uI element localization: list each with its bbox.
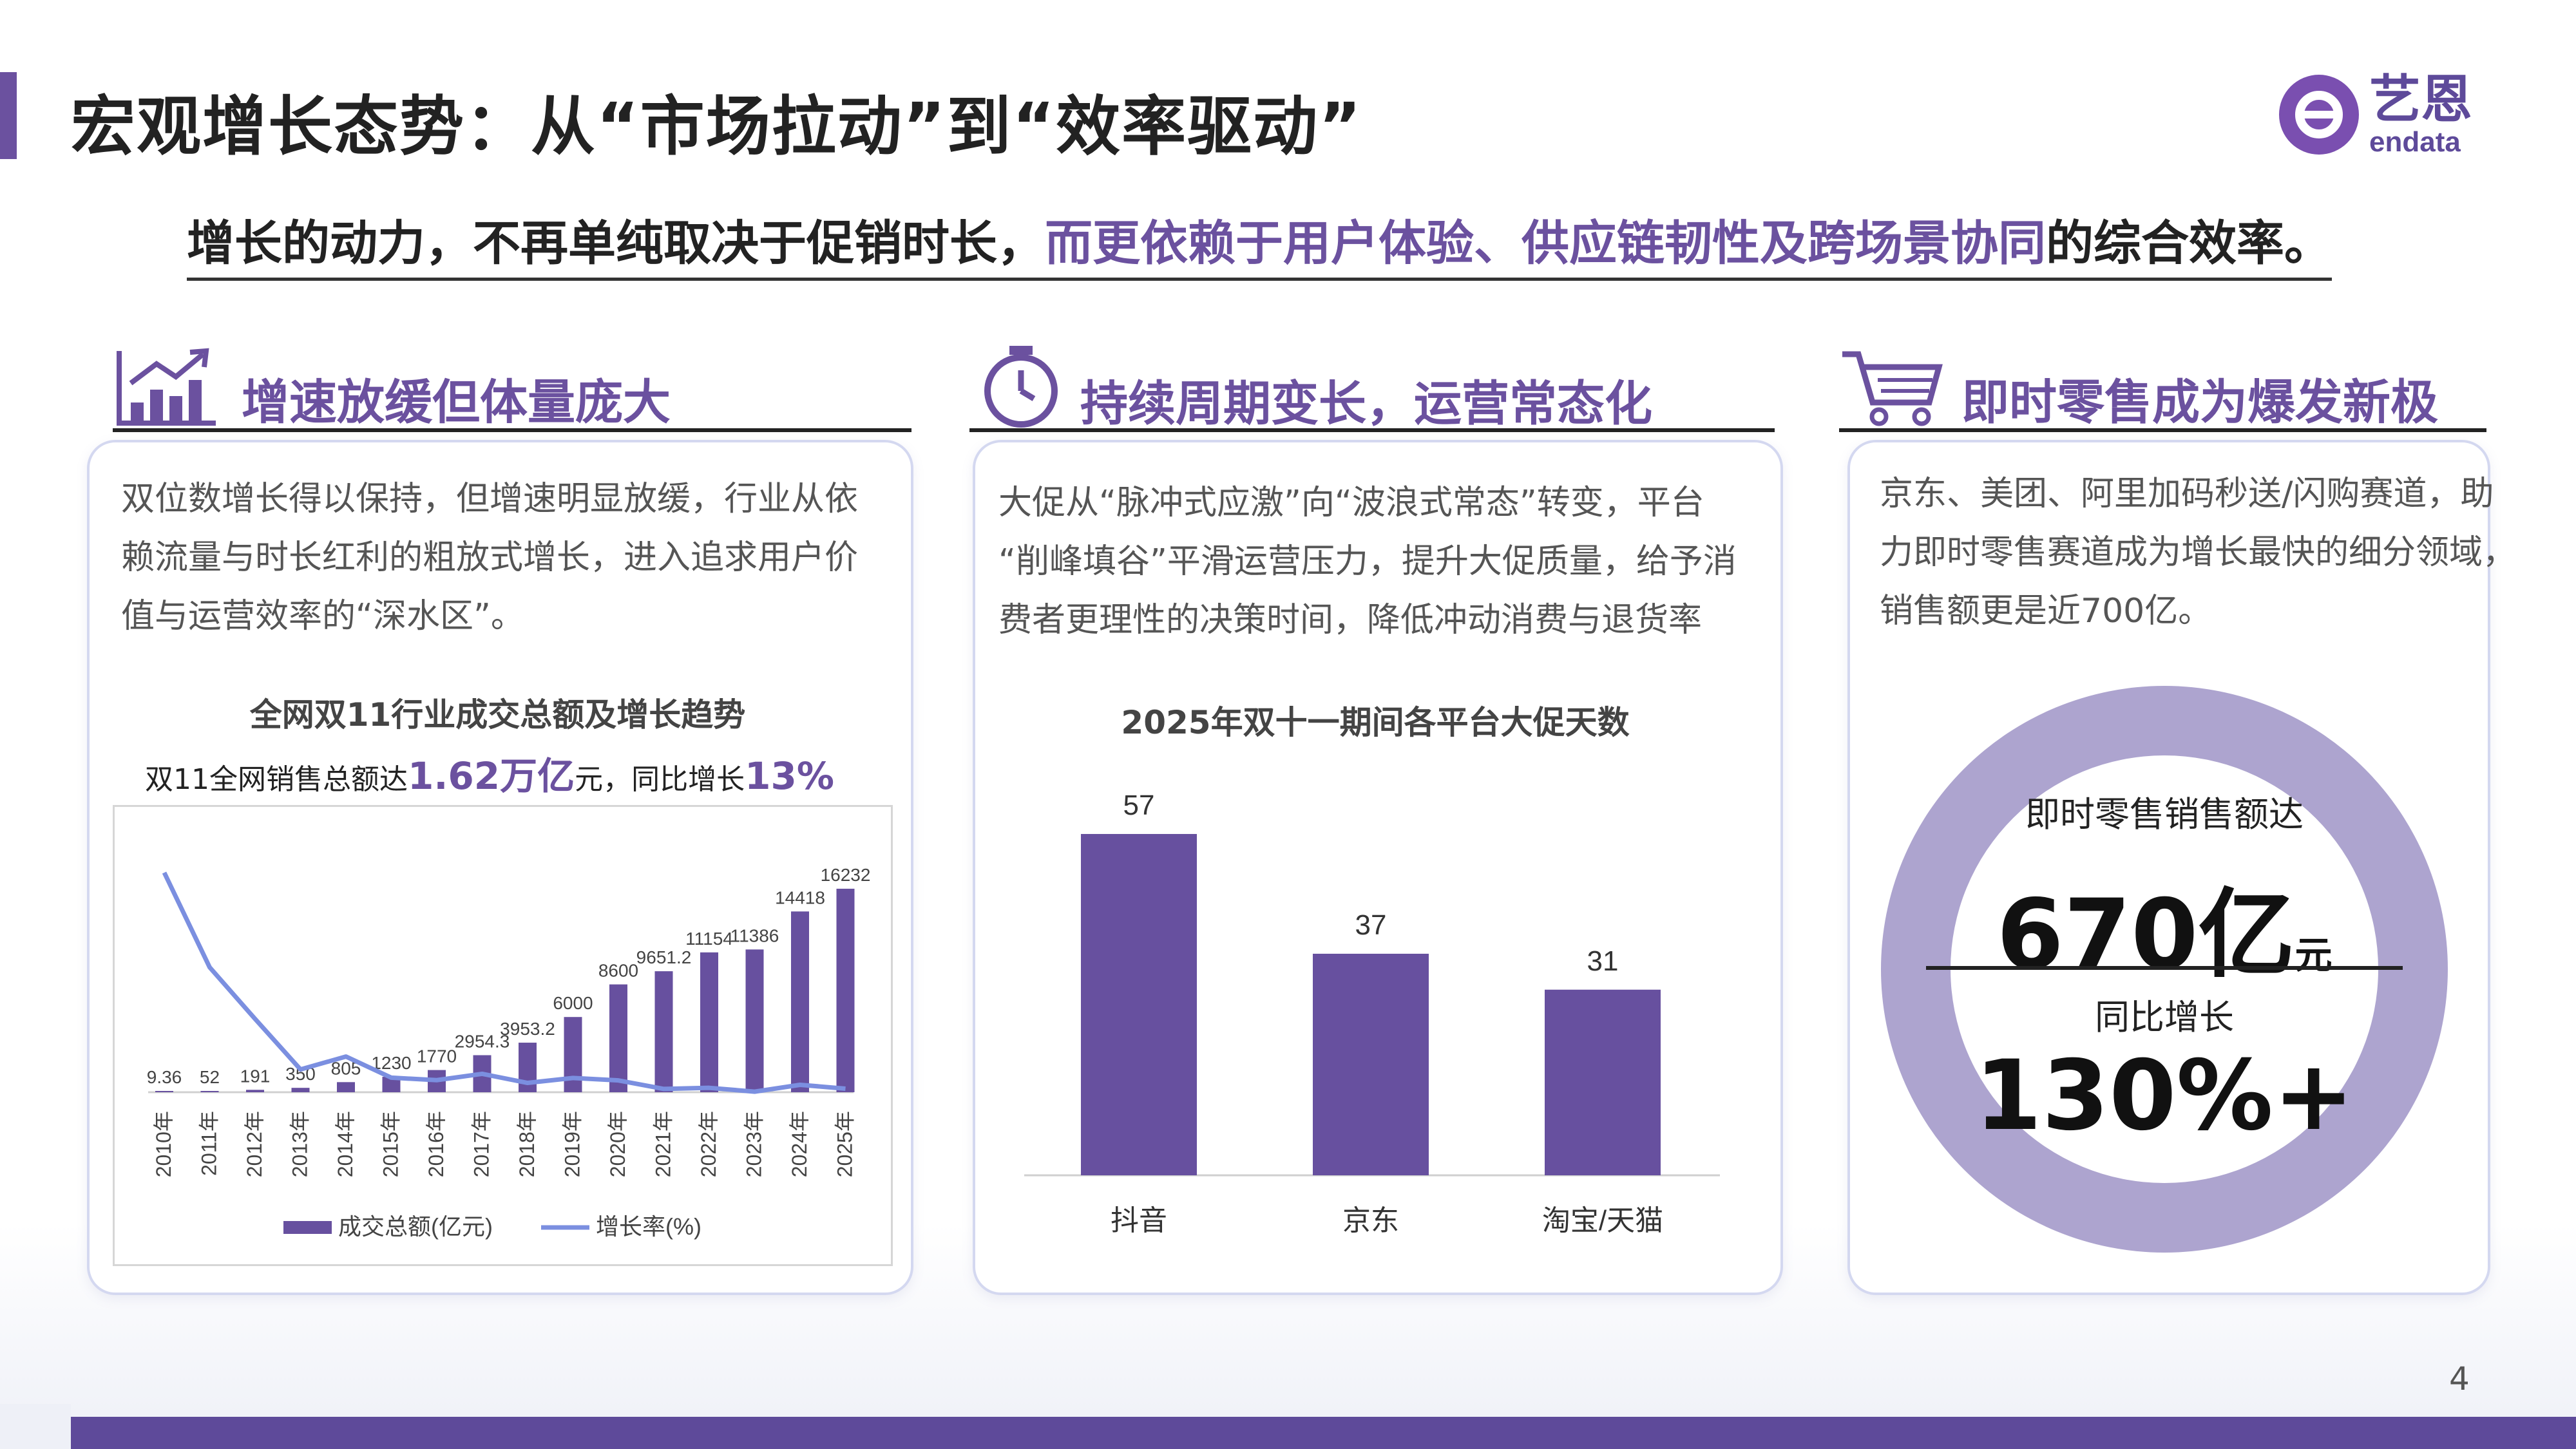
chart1-tick-label: 2015年: [379, 1111, 403, 1177]
bottom-bar: [0, 1417, 2576, 1449]
chart1-tick-label: 2021年: [652, 1111, 675, 1177]
chart1-data-label: 8600: [598, 961, 638, 981]
chart2-data-label: 57: [1123, 790, 1155, 821]
chart1-data-label: 11154: [685, 929, 733, 949]
section-heading-growth: 增速放缓但体量庞大: [242, 375, 671, 430]
title-accent-bar: [0, 72, 17, 159]
chart1-tick-label: 2010年: [152, 1111, 175, 1177]
chart2-title: 2025年双十一期间各平台大促天数: [1121, 704, 1630, 741]
chart2-tick-label: 抖音: [1111, 1205, 1167, 1236]
subtitle-part3: 的综合效率。: [2046, 216, 2332, 271]
chart1-data-label: 6000: [553, 993, 593, 1013]
chart1-legend-bar-swatch: [283, 1221, 332, 1234]
section-heading-instant: 即时零售成为爆发新极: [1961, 375, 2438, 430]
chart1-bar: [155, 1091, 173, 1092]
chart1-tick-label: 2018年: [515, 1111, 539, 1177]
page-title: 宏观增长态势：从“市场拉动”到“效率驱动”: [71, 89, 1362, 164]
chart1-tick-label: 2013年: [289, 1111, 312, 1177]
chart1-tick-label: 2020年: [606, 1111, 629, 1177]
chart1-bar: [654, 971, 673, 1092]
chart1-bar: [700, 952, 718, 1092]
chart1-data-label: 16232: [821, 865, 871, 885]
bottom-bar-notch: [0, 1404, 71, 1449]
chart1-bar: [791, 911, 809, 1092]
chart1-bar: [564, 1017, 582, 1092]
logo-subtext: endata: [2369, 126, 2461, 158]
chart2-data-label: 31: [1587, 945, 1619, 977]
chart2-tick-label: 京东: [1342, 1205, 1399, 1236]
chart1-data-label: 1770: [417, 1046, 457, 1066]
chart1-bar: [291, 1088, 310, 1092]
chart1-legend-bar-label: 成交总额(亿元): [338, 1213, 493, 1240]
chart1-tick-label: 2011年: [198, 1111, 221, 1176]
stopwatch-icon: [984, 346, 1058, 428]
chart1-data-label: 3953.2: [500, 1019, 555, 1039]
chart2-data-label: 37: [1355, 909, 1387, 941]
endata-logo: 艺恩 endata: [2279, 71, 2472, 158]
chart1-bar: [836, 889, 855, 1092]
chart1-tick-label: 2019年: [561, 1111, 584, 1177]
subtitle-part1: 增长的动力，不再单纯取决于促销时长，: [187, 216, 1045, 271]
chart1-tick-label: 2025年: [834, 1111, 857, 1177]
chart1-data-label: 9651.2: [636, 947, 692, 967]
chart1-tick-label: 2016年: [425, 1111, 448, 1177]
chart1-bar: [200, 1091, 219, 1092]
ring-divider: [1926, 966, 2403, 970]
section-head-growth: 增速放缓但体量庞大: [113, 345, 911, 432]
chart1-title: 全网双11行业成交总额及增长趋势: [249, 696, 746, 734]
chart1-bar: [382, 1077, 401, 1092]
chart1-tick-label: 2012年: [243, 1111, 266, 1177]
chart1-data-label: 14418: [775, 887, 825, 907]
chart1-data-label: 11386: [730, 925, 779, 945]
shopping-cart-icon: [1842, 351, 1943, 426]
instant-retail-ring: 即时零售销售额达 670亿元 同比增长 130%+: [1881, 686, 2448, 1253]
chart2-bar: [1081, 834, 1197, 1175]
chart2-svg: 57 抖音 37 京东 31 淘宝/天猫: [1024, 790, 1720, 1236]
page-number: 4: [2449, 1360, 2470, 1397]
chart1-tick-label: 2017年: [470, 1111, 493, 1177]
chart2-bar: [1313, 953, 1429, 1175]
chart1-legend-line-label: 增长率(%): [596, 1213, 701, 1240]
section-heading-cycle: 持续周期变长，运营常态化: [1080, 376, 1652, 431]
chart1-data-label: 191: [240, 1066, 271, 1086]
card-growth-text: 双位数增长得以保持，但增速明显放缓，行业从依 赖流量与时长红利的粗放式增长，进入…: [121, 480, 859, 636]
card-cycle-text: 大促从“脉冲式应激”向“波浪式常态”转变，平台 “削峰填谷”平滑运营压力，提升大…: [998, 484, 1737, 639]
chart1-data-label: 52: [200, 1067, 220, 1087]
ring-label-sales: 即时零售销售额达: [2025, 794, 2304, 835]
chart1-bar: [337, 1082, 355, 1092]
chart2-bar: [1545, 989, 1661, 1175]
ring-value-sales: 670亿元: [1996, 879, 2333, 991]
bar-chart-icon: [117, 348, 216, 426]
chart1-svg: 9.362010年522011年1912012年3502013年8052014年…: [147, 865, 871, 1240]
chart2-tick-label: 淘宝/天猫: [1542, 1205, 1663, 1236]
chart1-data-label: 2954.3: [455, 1031, 510, 1051]
chart1-bar: [246, 1090, 264, 1092]
chart1-subtitle: 双11全网销售总额达1.62万亿元，同比增长13%: [145, 754, 834, 798]
chart1-tick-label: 2023年: [743, 1111, 766, 1177]
chart1-bar: [745, 949, 764, 1092]
subtitle: 增长的动力，不再单纯取决于促销时长，而更依赖于用户体验、供应链韧性及跨场景协同的…: [187, 205, 2332, 281]
chart1-tick-label: 2014年: [334, 1111, 357, 1177]
chart1-tick-label: 2024年: [788, 1111, 811, 1177]
chart1-data-label: 9.36: [147, 1067, 182, 1087]
section-head-cycle: 持续周期变长，运营常态化: [969, 345, 1775, 432]
subtitle-highlight: 而更依赖于用户体验、供应链韧性及跨场景协同: [1045, 216, 2046, 271]
section-head-instant: 即时零售成为爆发新极: [1839, 345, 2486, 432]
logo-text: 艺恩: [2369, 71, 2472, 128]
ring-value-growth: 130%+: [1974, 1040, 2354, 1152]
chart1-bar: [609, 984, 627, 1092]
card-instant-text: 京东、美团、阿里加码秒送/闪购赛道，助 力即时零售赛道成为增长最快的细分领域， …: [1880, 475, 2517, 630]
ring-label-growth: 同比增长: [2095, 997, 2234, 1037]
chart1-tick-label: 2022年: [697, 1111, 720, 1177]
chart1-growth-line: [162, 871, 846, 1094]
